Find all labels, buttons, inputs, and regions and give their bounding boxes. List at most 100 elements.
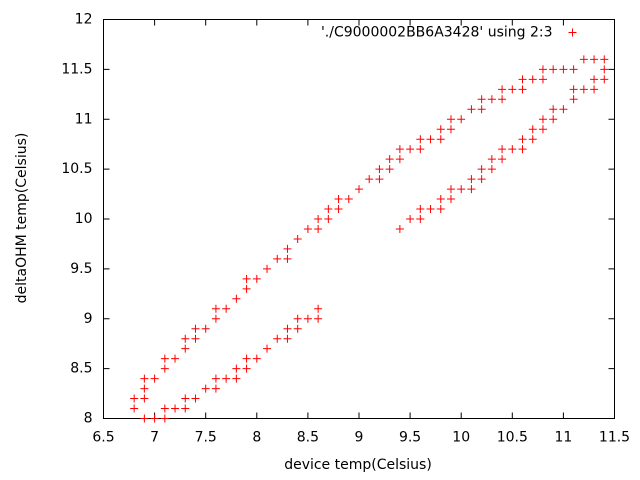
point bbox=[140, 374, 149, 383]
point bbox=[303, 224, 312, 233]
point bbox=[201, 384, 210, 393]
point bbox=[590, 85, 599, 94]
point bbox=[467, 175, 476, 184]
point bbox=[436, 125, 445, 134]
point bbox=[324, 215, 333, 223]
point bbox=[416, 145, 425, 154]
point bbox=[477, 165, 486, 174]
point bbox=[487, 95, 496, 104]
point bbox=[252, 354, 261, 363]
point bbox=[477, 105, 486, 114]
point bbox=[344, 195, 353, 204]
point bbox=[518, 75, 527, 84]
x-tick-label: 8 bbox=[252, 430, 261, 446]
point bbox=[416, 135, 425, 144]
point bbox=[314, 215, 323, 223]
point bbox=[457, 115, 466, 124]
point bbox=[457, 185, 466, 194]
point bbox=[518, 85, 527, 94]
point bbox=[467, 185, 476, 194]
point bbox=[283, 324, 292, 333]
point bbox=[160, 364, 169, 373]
point bbox=[365, 175, 374, 184]
point bbox=[569, 85, 578, 94]
point bbox=[498, 155, 507, 164]
point bbox=[222, 374, 231, 383]
point bbox=[498, 145, 507, 154]
point bbox=[181, 394, 190, 403]
point bbox=[232, 294, 241, 303]
point bbox=[385, 165, 394, 174]
x-tick-label: 10 bbox=[452, 430, 470, 446]
point bbox=[406, 145, 415, 154]
x-tick-label: 9.5 bbox=[399, 430, 421, 446]
point bbox=[436, 135, 445, 144]
point bbox=[263, 344, 272, 353]
legend-label: './C9000002BB6A3428' using 2:3 bbox=[321, 25, 553, 41]
x-tick-label: 11 bbox=[554, 430, 572, 446]
point bbox=[160, 414, 169, 423]
y-tick-label: 8 bbox=[84, 411, 93, 427]
point bbox=[549, 65, 558, 74]
point bbox=[160, 354, 169, 363]
point bbox=[140, 394, 149, 403]
x-tick-label: 8.5 bbox=[297, 430, 319, 446]
point bbox=[181, 404, 190, 413]
point bbox=[181, 334, 190, 343]
point bbox=[283, 334, 292, 343]
point bbox=[334, 205, 343, 214]
point bbox=[477, 175, 486, 184]
point bbox=[528, 125, 537, 134]
point bbox=[518, 135, 527, 144]
point bbox=[263, 264, 272, 273]
point bbox=[191, 324, 200, 333]
point bbox=[446, 185, 455, 194]
point bbox=[436, 195, 445, 204]
point bbox=[191, 334, 200, 343]
point bbox=[273, 334, 282, 343]
y-tick-label: 9 bbox=[84, 311, 93, 327]
point bbox=[314, 314, 323, 323]
point bbox=[242, 284, 251, 293]
point bbox=[518, 145, 527, 154]
point bbox=[395, 145, 404, 154]
point bbox=[498, 95, 507, 104]
point bbox=[324, 205, 333, 214]
point bbox=[498, 85, 507, 94]
y-tick-label: 8.5 bbox=[70, 361, 92, 377]
point bbox=[211, 304, 220, 313]
point bbox=[232, 364, 241, 373]
x-tick-label: 11.5 bbox=[599, 430, 630, 446]
point bbox=[559, 105, 568, 114]
point bbox=[508, 85, 517, 94]
point bbox=[487, 165, 496, 174]
point bbox=[293, 314, 302, 323]
point bbox=[222, 304, 231, 313]
point bbox=[426, 135, 435, 144]
point bbox=[140, 414, 149, 423]
point bbox=[375, 175, 384, 184]
point bbox=[150, 374, 159, 383]
y-tick-label: 11.5 bbox=[61, 61, 92, 77]
point bbox=[600, 55, 609, 64]
point bbox=[283, 254, 292, 263]
y-tick-label: 10 bbox=[75, 211, 93, 227]
point bbox=[355, 185, 363, 194]
point bbox=[211, 374, 220, 383]
x-tick-label: 10.5 bbox=[497, 430, 528, 446]
point bbox=[446, 115, 455, 124]
point bbox=[446, 125, 455, 134]
point bbox=[416, 215, 425, 223]
point bbox=[538, 115, 547, 124]
point bbox=[211, 384, 220, 393]
y-tick-label: 12 bbox=[75, 12, 93, 28]
x-tick-label: 6.5 bbox=[92, 430, 114, 446]
point bbox=[395, 224, 404, 233]
point bbox=[191, 394, 200, 403]
point bbox=[242, 354, 251, 363]
point bbox=[232, 374, 241, 383]
y-tick-label: 9.5 bbox=[70, 261, 92, 277]
point bbox=[334, 195, 343, 204]
point bbox=[375, 165, 384, 174]
